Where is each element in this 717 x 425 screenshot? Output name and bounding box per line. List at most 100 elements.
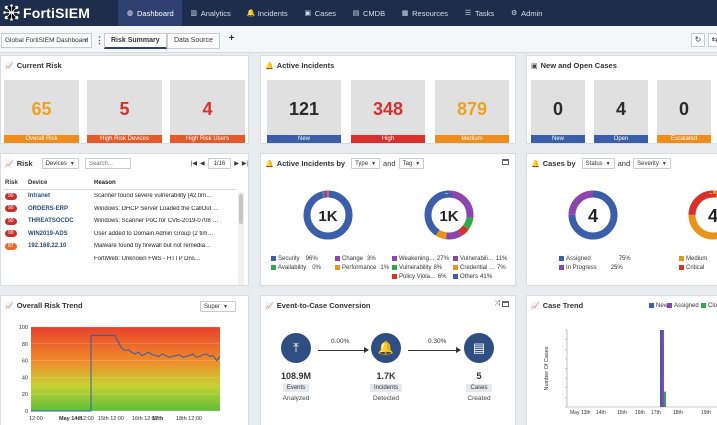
kpi-tile[interactable]: 5 High Risk Devices (87, 80, 162, 143)
case-bar-new[interactable] (660, 330, 662, 407)
incidents-tag-donut[interactable] (424, 190, 474, 240)
scrollbar-thumb[interactable] (239, 194, 243, 224)
dashboard-select[interactable]: Global FortiSIEM Dashboard ▼ (1, 33, 92, 48)
nav-item-incidents[interactable]: 🔔 Incidents (239, 0, 296, 26)
legend-item[interactable]: Vulnerability 8% (392, 265, 442, 271)
cases-status-select[interactable]: Status ▼ (581, 158, 615, 169)
device-link[interactable]: WIN2019-ADS (28, 230, 68, 237)
incidents-type-donut[interactable] (303, 190, 353, 240)
panel-title: New and Open Cases (540, 61, 617, 70)
device-link[interactable]: ORDERS-ERP (28, 205, 69, 212)
donut-slice[interactable] (424, 190, 474, 240)
table-row[interactable]: 90 THREATSOCDC Windows: Scanner PoC for CV… (3, 215, 237, 228)
legend-item[interactable]: Policy Viola… 6% (392, 274, 447, 280)
kpi-tile[interactable]: 0 Escalated (657, 80, 711, 143)
nav-item-cmdb[interactable]: ▤ CMDB (344, 0, 393, 26)
case-bar-clo[interactable] (664, 391, 666, 407)
nav-item-admin[interactable]: ⚙ Admin (502, 0, 550, 26)
conversion-node[interactable]: ▤ 5 Cases Created (454, 333, 504, 402)
more-button[interactable]: ⇆ (708, 33, 717, 47)
risk-table-scrollbar[interactable] (238, 192, 244, 285)
table-row[interactable]: 90 WIN2019-ADS User added to Domain Admin … (3, 228, 237, 241)
incidents-tag-select[interactable]: Tag ▼ (398, 158, 425, 169)
table-row[interactable]: 90 Intranet Scanner found severe vulnerabi… (3, 190, 237, 203)
nav-item-analytics[interactable]: ▥ Analytics (182, 0, 239, 26)
pager-last-icon[interactable]: ▶| (241, 161, 248, 167)
pager-input[interactable]: 1/16 (207, 158, 232, 169)
nav-item-tasks[interactable]: ☰ Tasks (456, 0, 502, 26)
donut-slice[interactable] (303, 190, 353, 240)
legend-item[interactable]: New (649, 303, 668, 309)
fortisiem-logo[interactable]: FortiSIEM (3, 4, 90, 21)
risk-score-badge: 90 (5, 205, 17, 213)
kpi-tile[interactable]: 0 New (531, 80, 585, 143)
legend-item[interactable]: Vulnerabili… 11% (453, 256, 507, 262)
kpi-tile[interactable]: 65 Overall Risk (4, 80, 79, 143)
legend-item[interactable]: Availability 0% (271, 265, 321, 271)
risk-search-input[interactable] (84, 158, 131, 169)
device-link[interactable]: 192.168.22.10 (28, 243, 67, 250)
trend-scope-select[interactable]: Super ▼ (200, 301, 236, 312)
chevron-down-icon: ▼ (661, 161, 667, 167)
legend-item[interactable]: Credential … 7% (453, 265, 506, 271)
cases-status-donut[interactable] (568, 190, 618, 240)
legend-item[interactable]: Others 41% (453, 274, 492, 280)
tab-data-source[interactable]: Data Source (167, 33, 220, 49)
bell-icon: 🔔 (265, 62, 274, 70)
window-icon[interactable] (502, 159, 509, 165)
conversion-node[interactable]: 🔔 1.7K Incidents Detected (361, 333, 411, 402)
cases-severity-donut[interactable] (688, 190, 717, 240)
nav-item-cases[interactable]: ▣ Cases (296, 0, 344, 26)
cases-severity-select[interactable]: Severity ▼ (633, 158, 671, 169)
legend-item[interactable]: In Progress 25% (559, 265, 623, 271)
legend-label: Assigned (566, 256, 591, 263)
nav-item-resources[interactable]: ▦ Resources (393, 0, 456, 26)
tab-risk-summary[interactable]: Risk Summary (104, 33, 167, 49)
kpi-tile[interactable]: 4 High Risk Users (170, 80, 245, 143)
legend-item[interactable]: Critical (679, 265, 704, 271)
legend-item[interactable]: Assigned 75% (559, 256, 631, 262)
pager-first-icon[interactable]: |◀ (190, 161, 198, 167)
column-header-device[interactable]: Device (28, 180, 48, 186)
kebab-menu-icon[interactable]: ⋮ (95, 35, 104, 45)
legend-item[interactable]: Security 96% (271, 256, 318, 262)
legend-item[interactable]: Performance 1% (335, 265, 389, 271)
risk-trend-line[interactable] (31, 334, 221, 412)
table-row[interactable]: 90 ORDERS-ERP Windows: DHCP Server Loaded … (3, 203, 237, 216)
legend-item[interactable]: Weakening… 27% (392, 256, 449, 262)
kpi-tile[interactable]: 879 Medium (435, 80, 509, 143)
kpi-value: 4 (615, 99, 626, 119)
panel-header: 🔔 Active Incidents by Type ▼ and Tag ▼ (261, 154, 515, 173)
table-row[interactable]: 87 192.168.22.10 Malware found by firewall… (3, 240, 237, 253)
add-tab-icon[interactable]: + (228, 33, 235, 44)
shuffle-icon[interactable]: ⤨ (494, 300, 500, 307)
legend-label: Weakening… (399, 256, 435, 263)
incidents-group-select[interactable]: Type ▼ (351, 158, 381, 169)
legend-item[interactable]: Change 3% (335, 256, 376, 262)
conversion-tag: Cases (466, 384, 492, 392)
kpi-tile[interactable]: 4 Open (594, 80, 648, 143)
legend-item[interactable]: Clo (701, 303, 717, 309)
legend-item[interactable]: Assigned (667, 303, 699, 309)
device-link[interactable]: THREATSOCDC (28, 218, 74, 225)
kpi-label: New (531, 135, 585, 143)
donut-slice[interactable] (568, 190, 618, 240)
pager-next-icon[interactable]: ▶ (234, 161, 239, 167)
column-header-risk[interactable]: Risk (5, 180, 18, 186)
donut-slice[interactable] (424, 190, 474, 240)
risk-filter-select[interactable]: Devices ▼ (41, 158, 79, 169)
window-icon[interactable] (502, 301, 509, 307)
table-row[interactable]: FortiWeb: Unknown FWS - HTTP Dns… (3, 253, 237, 266)
kpi-tile[interactable]: 348 High (351, 80, 425, 143)
legend-item[interactable]: Medium (679, 256, 707, 262)
pager-prev-icon[interactable]: ◀ (200, 161, 205, 167)
nav-item-dashboard[interactable]: ◍ Dashboard (118, 0, 182, 26)
device-link[interactable]: Intranet (28, 193, 51, 200)
case-bar-assigned[interactable] (662, 330, 664, 407)
refresh-button[interactable]: ↻ (691, 33, 705, 47)
kpi-tile[interactable]: 121 New (267, 80, 341, 143)
column-header-reason[interactable]: Reason (94, 180, 116, 186)
conversion-node[interactable]: ⤒ 108.9M Events Analyzed (271, 333, 321, 402)
x-tick-label: 12:00 (29, 416, 43, 422)
donut-slice[interactable] (688, 190, 717, 240)
